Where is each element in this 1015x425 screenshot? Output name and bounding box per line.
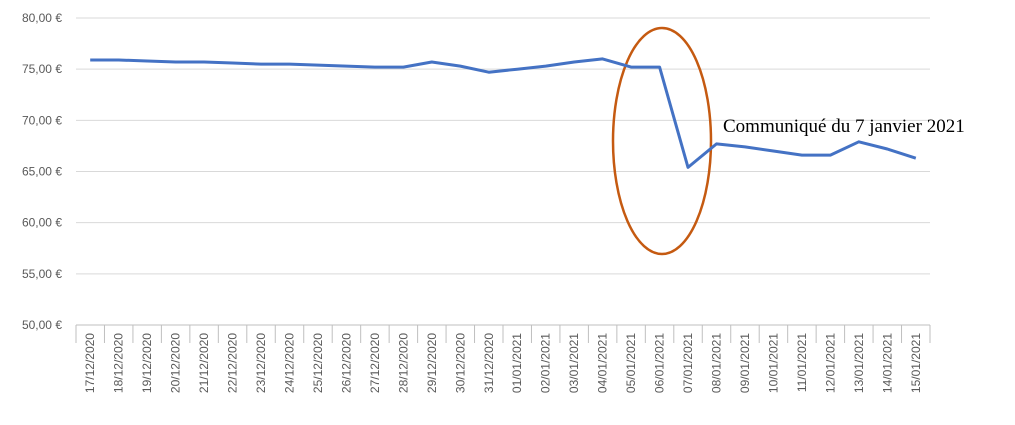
x-tick-label: 14/01/2021 — [880, 333, 894, 393]
x-tick-label: 09/01/2021 — [738, 333, 752, 393]
x-tick-label: 26/12/2020 — [339, 333, 353, 393]
x-tick-label: 12/01/2021 — [823, 333, 837, 393]
x-tick-label: 03/01/2021 — [567, 333, 581, 393]
y-tick-label: 65,00 € — [22, 165, 62, 179]
y-tick-label: 55,00 € — [22, 267, 62, 281]
x-tick-label: 25/12/2020 — [311, 333, 325, 393]
x-tick-label: 20/12/2020 — [169, 333, 183, 393]
x-tick-label: 28/12/2020 — [396, 333, 410, 393]
data-line — [90, 57, 917, 169]
x-tick-label: 24/12/2020 — [283, 333, 297, 393]
x-tick-label: 15/01/2021 — [909, 333, 923, 393]
x-tick-label: 07/01/2021 — [681, 333, 695, 393]
x-tick-label: 19/12/2020 — [140, 333, 154, 393]
x-tick-label: 31/12/2020 — [482, 333, 496, 393]
x-tick-label: 30/12/2020 — [453, 333, 467, 393]
y-tick-label: 60,00 € — [22, 216, 62, 230]
x-tick-label: 23/12/2020 — [254, 333, 268, 393]
highlight-ellipse — [611, 26, 713, 256]
x-tick-label: 27/12/2020 — [368, 333, 382, 393]
x-tick-label: 05/01/2021 — [624, 333, 638, 393]
grid — [76, 17, 930, 275]
y-tick-label: 50,00 € — [22, 318, 62, 332]
x-tick-label: 22/12/2020 — [226, 333, 240, 393]
x-tick-label: 08/01/2021 — [710, 333, 724, 393]
x-tick-label: 18/12/2020 — [112, 333, 126, 393]
y-tick-label: 80,00 € — [22, 11, 62, 25]
x-tick-label: 04/01/2021 — [596, 333, 610, 393]
annotation: Communiqué du 7 janvier 2021 — [723, 116, 965, 137]
y-tick-label: 75,00 € — [22, 62, 62, 76]
x-tick-label: 29/12/2020 — [425, 333, 439, 393]
x-tick-label: 01/01/2021 — [510, 333, 524, 393]
x-tick-label: 06/01/2021 — [653, 333, 667, 393]
x-tick-label: 13/01/2021 — [852, 333, 866, 393]
x-tick-label: 02/01/2021 — [539, 333, 553, 393]
x-tick-label: 11/01/2021 — [795, 333, 809, 392]
x-tick-label: 10/01/2021 — [766, 333, 780, 393]
x-tick-label: 17/12/2020 — [83, 333, 97, 393]
y-tick-label: 70,00 € — [22, 113, 62, 127]
x-tick-label: 21/12/2020 — [197, 333, 211, 393]
